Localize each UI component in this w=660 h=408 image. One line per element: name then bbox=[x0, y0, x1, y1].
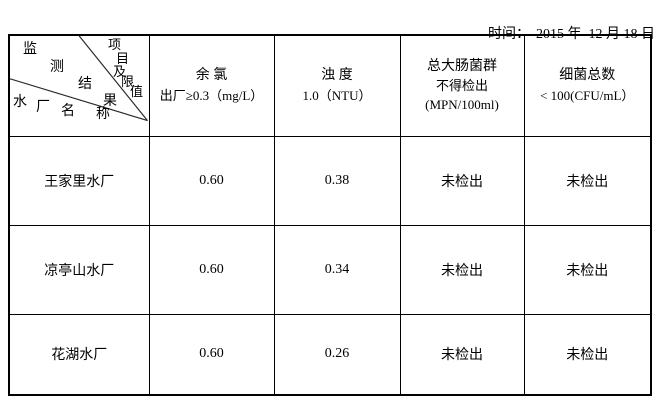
column-header-residual-chlorine: 余 氯 出厂≥0.3（mg/L） bbox=[148, 34, 275, 137]
corner-char: 厂 bbox=[36, 100, 50, 115]
corner-char: 结 bbox=[78, 77, 92, 92]
corner-char: 目 bbox=[116, 51, 130, 66]
column-limit: 不得检出 bbox=[435, 78, 488, 94]
column-title: 细菌总数 bbox=[559, 67, 616, 83]
corner-char: 监 bbox=[23, 42, 37, 57]
water-quality-table: 项 目 及 限 值 监 测 结 果 水 厂 名 称 余 氯 出厂≥0.3（mg bbox=[8, 34, 652, 396]
corner-char: 限 bbox=[121, 74, 135, 89]
corner-char: 名 bbox=[61, 104, 75, 119]
corner-header-cell: 项 目 及 限 值 监 测 结 果 水 厂 名 称 bbox=[8, 34, 150, 137]
value-cell-chlorine: 0.60 bbox=[148, 135, 275, 226]
column-limit: 出厂≥0.3（mg/L） bbox=[159, 87, 264, 103]
table-row: 花湖水厂 0.60 0.26 未检出 未检出 bbox=[8, 313, 652, 396]
column-title: 总大肠菌群 bbox=[427, 59, 497, 75]
value-cell-bacteria: 未检出 bbox=[523, 313, 652, 396]
row-header-plant-name: 凉亭山水厂 bbox=[8, 224, 150, 315]
corner-char: 果 bbox=[103, 94, 117, 109]
column-header-bacteria-count: 细菌总数 < 100(CFU/mL） bbox=[523, 34, 652, 137]
corner-char: 水 bbox=[13, 95, 27, 110]
value-cell-coliform: 未检出 bbox=[399, 224, 525, 315]
value-cell-bacteria: 未检出 bbox=[523, 135, 652, 226]
value-cell-bacteria: 未检出 bbox=[523, 224, 652, 315]
column-header-total-coliform: 总大肠菌群 不得检出 (MPN/100ml) bbox=[399, 34, 525, 137]
corner-char: 测 bbox=[50, 60, 64, 75]
column-limit: < 100(CFU/mL） bbox=[540, 87, 635, 103]
column-limit: 1.0（NTU） bbox=[302, 87, 372, 103]
header-row: 项 目 及 限 值 监 测 结 果 水 厂 名 称 余 氯 出厂≥0.3（mg bbox=[8, 34, 652, 137]
column-title: 余 氯 bbox=[195, 67, 228, 83]
value-cell-chlorine: 0.60 bbox=[148, 313, 275, 396]
value-cell-chlorine: 0.60 bbox=[148, 224, 275, 315]
value-cell-turbidity: 0.34 bbox=[273, 224, 401, 315]
corner-char: 及 bbox=[113, 64, 127, 79]
value-cell-turbidity: 0.38 bbox=[273, 135, 401, 226]
column-unit: (MPN/100ml) bbox=[425, 97, 499, 113]
row-header-plant-name: 王家里水厂 bbox=[8, 135, 150, 226]
value-cell-turbidity: 0.26 bbox=[273, 313, 401, 396]
diagonal-divider-lines bbox=[10, 36, 148, 122]
row-header-plant-name: 花湖水厂 bbox=[8, 313, 150, 396]
corner-char: 值 bbox=[130, 84, 144, 99]
corner-char: 项 bbox=[108, 37, 122, 52]
column-title: 浊 度 bbox=[321, 67, 353, 83]
corner-char: 称 bbox=[96, 107, 110, 122]
column-header-turbidity: 浊 度 1.0（NTU） bbox=[273, 34, 401, 137]
value-cell-coliform: 未检出 bbox=[399, 313, 525, 396]
table-row: 王家里水厂 0.60 0.38 未检出 未检出 bbox=[8, 135, 652, 226]
table-row: 凉亭山水厂 0.60 0.34 未检出 未检出 bbox=[8, 224, 652, 315]
value-cell-coliform: 未检出 bbox=[399, 135, 525, 226]
